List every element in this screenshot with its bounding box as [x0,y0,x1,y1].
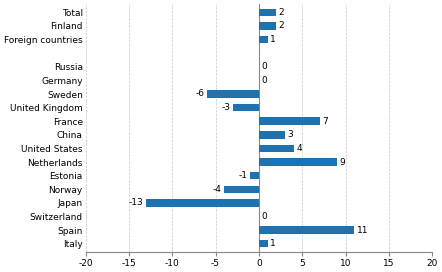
Bar [259,118,320,125]
Bar [250,172,259,180]
Text: -3: -3 [221,103,230,112]
Bar [259,22,276,30]
Bar [259,158,337,166]
Text: 11: 11 [357,225,368,235]
Text: 0: 0 [262,62,267,71]
Text: 2: 2 [279,8,284,17]
Text: -6: -6 [195,89,204,98]
Text: 4: 4 [296,144,302,153]
Text: 7: 7 [322,117,328,126]
Bar [259,36,267,43]
Text: 0: 0 [262,76,267,85]
Bar [259,131,285,138]
Bar [259,226,354,234]
Text: -1: -1 [239,171,248,180]
Bar [259,9,276,16]
Text: 9: 9 [339,157,345,166]
Bar [259,240,267,248]
Text: 1: 1 [270,239,276,248]
Text: -4: -4 [213,185,221,194]
Text: 0: 0 [262,212,267,221]
Text: 3: 3 [287,130,293,139]
Bar [224,186,259,193]
Text: 2: 2 [279,21,284,30]
Bar [207,90,259,98]
Bar [146,199,259,207]
Bar [259,145,293,152]
Text: -13: -13 [129,198,144,207]
Text: 1: 1 [270,35,276,44]
Bar [233,104,259,111]
